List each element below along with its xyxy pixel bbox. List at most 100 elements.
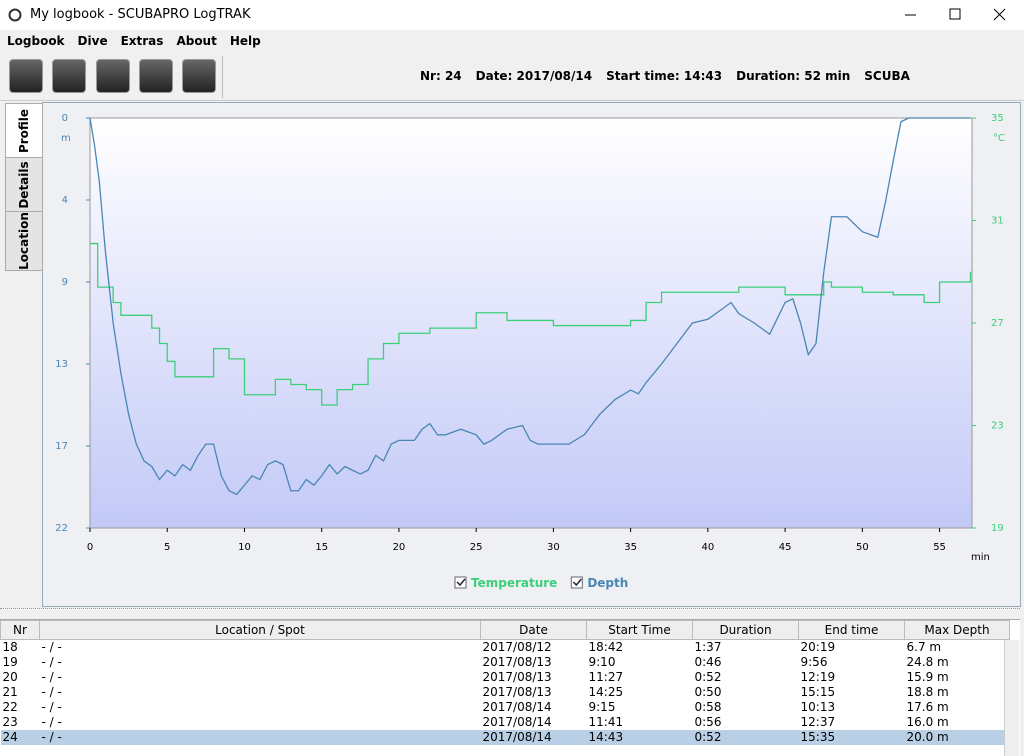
table-cell: 24.8 m bbox=[906, 655, 949, 669]
table-cell: 12:37 bbox=[800, 715, 836, 729]
table-cell: 0:58 bbox=[694, 700, 722, 714]
table-cell: 6.7 m bbox=[906, 640, 942, 654]
table-row[interactable]: 24- / -2017/08/14 14:43 0:52 15:35 20.0 m bbox=[0, 730, 1010, 745]
settings-button[interactable] bbox=[52, 59, 86, 93]
dive-info-item: Start time: 14:43 bbox=[606, 69, 723, 83]
menu-item[interactable]: About bbox=[176, 34, 217, 48]
y2-tick-label: 19 bbox=[991, 523, 1004, 534]
x-tick-label: 0 bbox=[87, 542, 93, 553]
scrollbar[interactable] bbox=[1004, 640, 1019, 756]
download-button[interactable] bbox=[9, 59, 43, 93]
table-cell: 14:43 bbox=[586, 730, 693, 745]
header-row: Nr Location / Spot Date Start Time Duration E… bbox=[0, 620, 1010, 640]
x-tick-label: 25 bbox=[470, 542, 483, 553]
y-tick-label: 13 bbox=[55, 359, 68, 370]
table-cell: 0:46 bbox=[694, 655, 722, 669]
splitter[interactable] bbox=[0, 608, 1020, 617]
dive-info-item: Nr: 24 bbox=[420, 69, 462, 83]
delete-button[interactable] bbox=[182, 59, 216, 93]
legend-label: Temperature bbox=[471, 576, 557, 590]
x-tick-label: 55 bbox=[933, 542, 946, 553]
menu-item[interactable]: Logbook bbox=[7, 34, 65, 48]
table-cell: - / - bbox=[39, 730, 481, 745]
table-cell: 0:56 bbox=[694, 715, 722, 729]
table-row[interactable]: 22 - / - 2017/08/14 9:15 0:58 10:13 17.6 m bbox=[1, 700, 1010, 715]
table-cell: 23 bbox=[2, 715, 18, 729]
table-cell: 17.6 m bbox=[906, 700, 949, 714]
column-header[interactable]: Max Depth bbox=[904, 620, 1010, 640]
column-header[interactable]: Location / Spot bbox=[39, 620, 481, 640]
table-cell: - / - bbox=[41, 700, 62, 714]
table-cell: 18 bbox=[2, 640, 18, 654]
toolbar: Nr: 24 Date: 2017/08/14 Start time: 14:43 D… bbox=[0, 52, 1024, 101]
table-row[interactable]: 21 - / - 2017/08/13 14:25 0:50 15:15 18.8 m bbox=[1, 685, 1010, 700]
column-header[interactable]: Date bbox=[480, 620, 587, 640]
x-tick-label: 40 bbox=[701, 542, 714, 553]
table-cell: 2017/08/13 bbox=[482, 685, 552, 699]
y2-tick-label: 23 bbox=[991, 421, 1004, 432]
menu-item[interactable]: Dive bbox=[77, 34, 108, 48]
table-row[interactable]: 20 - / - 2017/08/13 11:27 0:52 12:19 15.9 m bbox=[1, 670, 1010, 685]
table-cell: - / - bbox=[41, 685, 62, 699]
table-row[interactable]: 19 - / - 2017/08/13 9:10 0:46 9:56 24.8 m bbox=[1, 655, 1010, 670]
tab-label: Location bbox=[17, 212, 31, 270]
depth-line bbox=[89, 117, 971, 496]
table-cell: - / - bbox=[41, 715, 62, 729]
x-tick-label: 30 bbox=[547, 542, 560, 553]
column-header[interactable]: Duration bbox=[692, 620, 799, 640]
y-tick-label: 9 bbox=[62, 277, 68, 288]
table-cell: - / - bbox=[41, 670, 62, 684]
table-cell: 21 bbox=[2, 685, 18, 699]
x-axis-label: min bbox=[971, 552, 990, 563]
title-bar: My logbook - SCUBAPRO LogTRAK bbox=[0, 0, 1024, 30]
table-cell: 11:41 bbox=[588, 715, 624, 729]
column-header[interactable]: Nr bbox=[0, 620, 40, 640]
x-tick-label: 10 bbox=[238, 542, 251, 553]
x-tick-label: 45 bbox=[779, 542, 792, 553]
dive-info-item: Duration: 52 min bbox=[736, 69, 851, 83]
app-icon bbox=[8, 8, 22, 22]
table-cell: 2017/08/14 bbox=[482, 700, 552, 714]
y2-axis-label: °C bbox=[993, 133, 1005, 144]
table-cell: 18:42 bbox=[588, 640, 624, 654]
table-cell: 1:37 bbox=[694, 640, 722, 654]
menu-item[interactable]: Help bbox=[229, 34, 261, 48]
legend-label: Depth bbox=[587, 576, 628, 590]
table-cell: 16.0 m bbox=[906, 715, 949, 729]
menu-item[interactable]: Extras bbox=[120, 34, 164, 48]
table-cell: 14:25 bbox=[588, 685, 624, 699]
table-row[interactable]: 23 - / - 2017/08/14 11:41 0:56 12:37 16.0 m bbox=[1, 715, 1010, 730]
table-cell: 2017/08/13 bbox=[482, 655, 552, 669]
column-header[interactable]: End time bbox=[798, 620, 905, 640]
profile-panel: 0 5 10 15 20 25 30 35 40 45 50 55 0 4 9 13 17 22 19 23 27 31 3… bbox=[42, 102, 1021, 607]
window-controls[interactable] bbox=[900, 0, 1024, 30]
y2-tick-label: 35 bbox=[991, 113, 1004, 124]
y2-tick-label: 27 bbox=[991, 318, 1004, 329]
table-cell: 9:56 bbox=[800, 655, 828, 669]
tab[interactable]: Location bbox=[5, 211, 43, 271]
y-tick-label: 4 bbox=[62, 195, 68, 206]
legend-checkbox[interactable] bbox=[570, 576, 583, 589]
column-header[interactable]: Start Time bbox=[586, 620, 693, 640]
table-cell: 15:35 bbox=[798, 730, 905, 745]
x-tick-label: 15 bbox=[315, 542, 328, 553]
dive-info-item: SCUBA bbox=[864, 69, 910, 83]
legend-checkbox[interactable] bbox=[454, 576, 467, 589]
separator bbox=[222, 56, 223, 98]
y-tick-label: 17 bbox=[55, 441, 68, 452]
table-cell: 0:52 bbox=[692, 730, 799, 745]
dive-table: Nr Location / Spot Date Start Time Duration E… bbox=[0, 619, 1020, 756]
tab[interactable]: Profile bbox=[5, 103, 43, 159]
tab-label: Profile bbox=[17, 108, 31, 154]
y-tick-label: 0 bbox=[62, 113, 68, 124]
tools-button[interactable] bbox=[96, 59, 130, 93]
y2-tick-label: 31 bbox=[991, 216, 1004, 227]
table-cell: 19 bbox=[2, 655, 18, 669]
table-cell: 0:52 bbox=[694, 670, 722, 684]
table-cell: 22 bbox=[2, 700, 18, 714]
stats-button[interactable] bbox=[139, 59, 173, 93]
table-cell: 15.9 m bbox=[906, 670, 949, 684]
table-row[interactable]: 18 - / - 2017/08/12 18:42 1:37 20:19 6.7 m bbox=[1, 640, 1010, 656]
tab[interactable]: Details bbox=[5, 157, 43, 213]
